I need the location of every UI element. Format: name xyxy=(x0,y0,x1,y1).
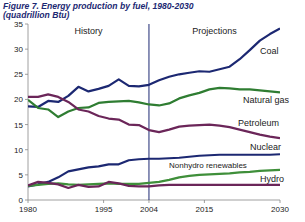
y-tick-label: 10 xyxy=(14,146,23,155)
y-tick-label: 5 xyxy=(19,171,24,180)
series-label: Coal xyxy=(260,46,279,56)
y-tick xyxy=(25,174,28,175)
y-axis xyxy=(28,24,29,200)
x-tick xyxy=(280,200,281,203)
series-label: Hydro xyxy=(260,174,284,184)
series-line xyxy=(28,170,280,186)
annotation: History xyxy=(74,26,103,36)
x-tick xyxy=(204,200,205,203)
x-tick xyxy=(148,200,149,203)
x-tick-label: 2015 xyxy=(196,205,214,214)
series-label: Petroleum xyxy=(238,118,279,128)
annotation: Projections xyxy=(192,26,237,36)
background xyxy=(0,0,305,222)
x-tick-label: 1980 xyxy=(19,205,37,214)
y-tick xyxy=(25,74,28,75)
x-tick-label: 2030 xyxy=(271,205,289,214)
series-line xyxy=(28,154,280,186)
y-tick xyxy=(25,49,28,50)
y-tick-label: 20 xyxy=(14,95,23,104)
y-tick-label: 15 xyxy=(14,121,23,130)
x-tick xyxy=(103,200,104,203)
series-label: Nonhydro renewables xyxy=(169,161,247,170)
series-label: Nuclear xyxy=(250,142,281,152)
y-tick-label: 30 xyxy=(14,45,23,54)
y-tick xyxy=(25,99,28,100)
series-line xyxy=(28,182,280,188)
divider xyxy=(148,24,149,200)
y-tick-label: 35 xyxy=(14,20,23,29)
chart: Figure 7. Energy production by fuel, 198… xyxy=(0,0,305,222)
x-tick-label: 1995 xyxy=(95,205,113,214)
x-tick xyxy=(28,200,29,203)
plot-area xyxy=(28,29,280,188)
x-tick-label: 2004 xyxy=(140,205,158,214)
y-tick-label: 25 xyxy=(14,70,23,79)
series-label: Natural gas xyxy=(243,95,290,105)
y-tick xyxy=(25,149,28,150)
x-axis xyxy=(28,200,280,201)
y-tick xyxy=(25,24,28,25)
y-tick xyxy=(25,200,28,201)
y-tick xyxy=(25,124,28,125)
y-tick-label: 0 xyxy=(19,196,24,205)
y-label: (quadrillion Btu) xyxy=(3,10,69,20)
